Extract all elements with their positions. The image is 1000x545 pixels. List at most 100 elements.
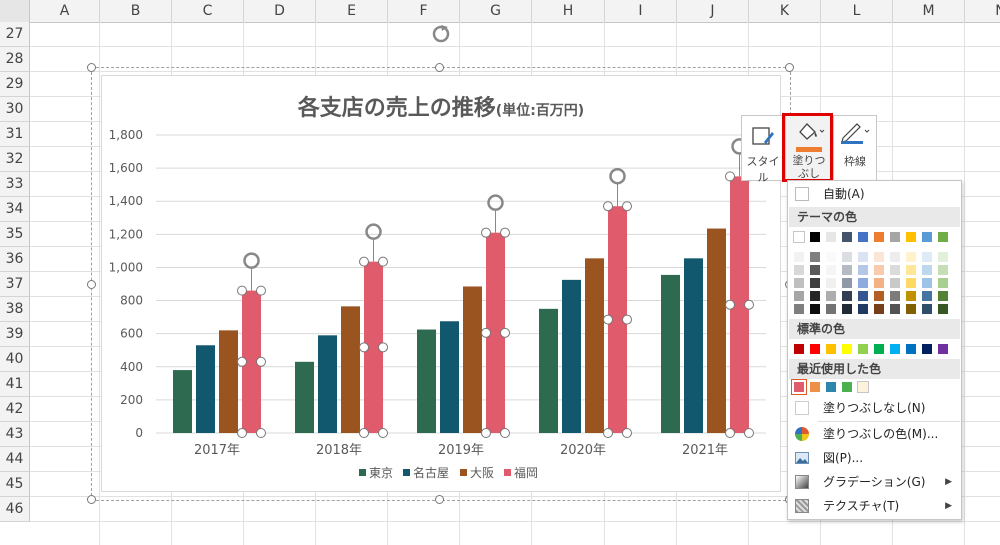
row-header-40[interactable]: 40: [0, 347, 30, 372]
bar-selection-handle[interactable]: [481, 428, 491, 438]
theme-color-shade[interactable]: [809, 303, 821, 315]
bar-selection-handle[interactable]: [744, 428, 754, 438]
recent-color-swatch[interactable]: [841, 381, 853, 393]
theme-color-shade[interactable]: [889, 290, 901, 302]
theme-color-shade[interactable]: [841, 277, 853, 289]
theme-color-shade[interactable]: [825, 290, 837, 302]
theme-color-swatch[interactable]: [937, 231, 949, 243]
row-header-32[interactable]: 32: [0, 147, 30, 172]
column-header-H[interactable]: H: [532, 0, 605, 22]
theme-color-shade[interactable]: [905, 277, 917, 289]
theme-color-swatch[interactable]: [793, 231, 805, 243]
theme-color-shade[interactable]: [857, 251, 869, 263]
theme-color-shade[interactable]: [841, 303, 853, 315]
theme-color-shade[interactable]: [793, 290, 805, 302]
bar-東京[interactable]: [661, 274, 680, 433]
theme-color-shade[interactable]: [857, 290, 869, 302]
chart-title[interactable]: 各支店の売上の推移(単位:百万円): [101, 90, 781, 122]
bar-名古屋[interactable]: [196, 345, 215, 433]
bar-福岡[interactable]: [730, 176, 749, 433]
bar-selection-handle[interactable]: [603, 201, 613, 212]
bar-selection-handle[interactable]: [481, 327, 491, 338]
standard-color-swatch[interactable]: [905, 343, 917, 355]
bar-大阪[interactable]: [707, 228, 726, 433]
bar-selection-handle[interactable]: [237, 428, 247, 438]
theme-color-shade[interactable]: [905, 303, 917, 315]
standard-color-swatch[interactable]: [793, 343, 805, 355]
row-header-31[interactable]: 31: [0, 122, 30, 147]
bar-東京[interactable]: [417, 329, 436, 433]
column-header-D[interactable]: D: [244, 0, 316, 22]
bar-selection-handle[interactable]: [481, 227, 491, 238]
standard-color-swatch[interactable]: [889, 343, 901, 355]
bar-東京[interactable]: [539, 308, 558, 433]
theme-color-shade[interactable]: [825, 303, 837, 315]
row-header-34[interactable]: 34: [0, 197, 30, 222]
column-header-C[interactable]: C: [172, 0, 244, 22]
bar-名古屋[interactable]: [318, 335, 337, 433]
bar-selection-handle[interactable]: [622, 201, 632, 212]
standard-color-swatch[interactable]: [825, 343, 837, 355]
bar-名古屋[interactable]: [684, 258, 703, 433]
theme-color-shade[interactable]: [873, 264, 885, 276]
bar-selection-handle[interactable]: [237, 356, 247, 367]
theme-color-shade[interactable]: [905, 264, 917, 276]
recent-color-swatch[interactable]: [809, 381, 821, 393]
row-header-27[interactable]: 27: [0, 22, 30, 47]
bar-selection-handle[interactable]: [359, 256, 369, 267]
legend-label[interactable]: 名古屋: [413, 465, 449, 480]
bar-selection-handle[interactable]: [500, 327, 510, 338]
row-header-44[interactable]: 44: [0, 447, 30, 472]
column-header-J[interactable]: J: [677, 0, 749, 22]
bar-大阪[interactable]: [585, 258, 604, 433]
theme-color-swatch[interactable]: [841, 231, 853, 243]
row-header-46[interactable]: 46: [0, 497, 30, 522]
bar-selection-handle[interactable]: [378, 256, 388, 267]
bar-selection-handle[interactable]: [378, 342, 388, 353]
column-header-G[interactable]: G: [460, 0, 532, 22]
theme-color-shade[interactable]: [921, 264, 933, 276]
bar-selection-handle[interactable]: [603, 314, 613, 325]
bar-selection-handle[interactable]: [744, 299, 754, 310]
row-header-35[interactable]: 35: [0, 222, 30, 247]
bar-大阪[interactable]: [219, 330, 238, 433]
bar-selection-handle[interactable]: [378, 428, 388, 438]
theme-color-swatch[interactable]: [889, 231, 901, 243]
column-header-A[interactable]: A: [30, 0, 100, 22]
theme-color-shade[interactable]: [793, 264, 805, 276]
standard-color-swatch[interactable]: [809, 343, 821, 355]
legend-label[interactable]: 福岡: [514, 465, 538, 480]
bar-selection-handle[interactable]: [256, 356, 266, 367]
resize-handle-ne[interactable]: [785, 63, 794, 72]
row-header-37[interactable]: 37: [0, 272, 30, 297]
standard-color-swatch[interactable]: [937, 343, 949, 355]
theme-color-shade[interactable]: [809, 264, 821, 276]
bar-名古屋[interactable]: [440, 321, 459, 433]
bar-福岡[interactable]: [242, 290, 261, 433]
picture-fill-item[interactable]: 図(P)...: [789, 447, 960, 469]
bar-大阪[interactable]: [463, 286, 482, 433]
standard-color-swatch[interactable]: [873, 343, 885, 355]
theme-color-shade[interactable]: [809, 277, 821, 289]
bar-selection-handle[interactable]: [725, 299, 735, 310]
theme-color-shade[interactable]: [873, 277, 885, 289]
theme-color-shade[interactable]: [841, 290, 853, 302]
standard-color-swatch[interactable]: [841, 343, 853, 355]
theme-color-shade[interactable]: [889, 251, 901, 263]
bar-rotate-icon[interactable]: [609, 167, 626, 185]
bar-rotate-icon[interactable]: [365, 223, 382, 240]
theme-color-shade[interactable]: [825, 277, 837, 289]
theme-color-shade[interactable]: [937, 303, 949, 315]
bar-福岡[interactable]: [486, 232, 505, 433]
bar-東京[interactable]: [295, 361, 314, 433]
row-header-38[interactable]: 38: [0, 297, 30, 322]
outline-button[interactable]: 枠線: [833, 115, 877, 181]
bar-rotate-icon[interactable]: [487, 194, 504, 211]
theme-color-shade[interactable]: [857, 303, 869, 315]
bar-名古屋[interactable]: [562, 279, 581, 433]
column-header-E[interactable]: E: [316, 0, 388, 22]
more-fill-colors-item[interactable]: 塗りつぶしの色(M)...: [789, 423, 960, 445]
theme-color-shade[interactable]: [809, 251, 821, 263]
auto-color-item[interactable]: 自動(A): [789, 183, 960, 205]
theme-color-swatch[interactable]: [857, 231, 869, 243]
